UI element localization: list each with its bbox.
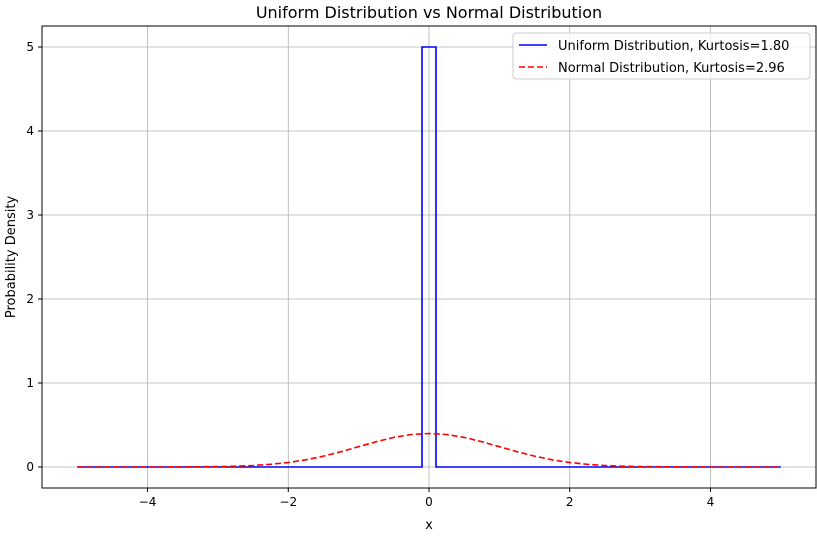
x-tick-label: 0 xyxy=(425,495,433,509)
x-tick-label: 4 xyxy=(707,495,715,509)
series-line-normal xyxy=(77,432,781,468)
series-line-uniform xyxy=(77,46,781,468)
x-tick-label: −2 xyxy=(279,495,297,509)
y-tick-label: 3 xyxy=(26,208,34,222)
chart-title: Uniform Distribution vs Normal Distribut… xyxy=(256,3,602,22)
legend-box xyxy=(512,32,811,80)
legend: Uniform Distribution, Kurtosis=1.80 Norma… xyxy=(512,32,811,80)
y-tick-label: 1 xyxy=(26,376,34,390)
legend-label: Normal Distribution, Kurtosis=2.96 xyxy=(558,61,785,76)
y-axis-label: Probability Density xyxy=(4,196,19,319)
series-group xyxy=(77,46,781,468)
ticks: −4 −2 0 2 4 0 1 2 3 4 5 xyxy=(26,40,714,509)
x-axis-label: x xyxy=(425,518,433,532)
y-tick-label: 5 xyxy=(26,40,34,54)
y-tick-label: 2 xyxy=(26,292,34,306)
y-tick-label: 4 xyxy=(26,124,34,138)
grid xyxy=(42,26,816,488)
y-tick-label: 0 xyxy=(26,460,34,474)
legend-label: Uniform Distribution, Kurtosis=1.80 xyxy=(558,39,789,54)
x-tick-label: 2 xyxy=(566,495,574,509)
x-tick-label: −4 xyxy=(139,495,157,509)
